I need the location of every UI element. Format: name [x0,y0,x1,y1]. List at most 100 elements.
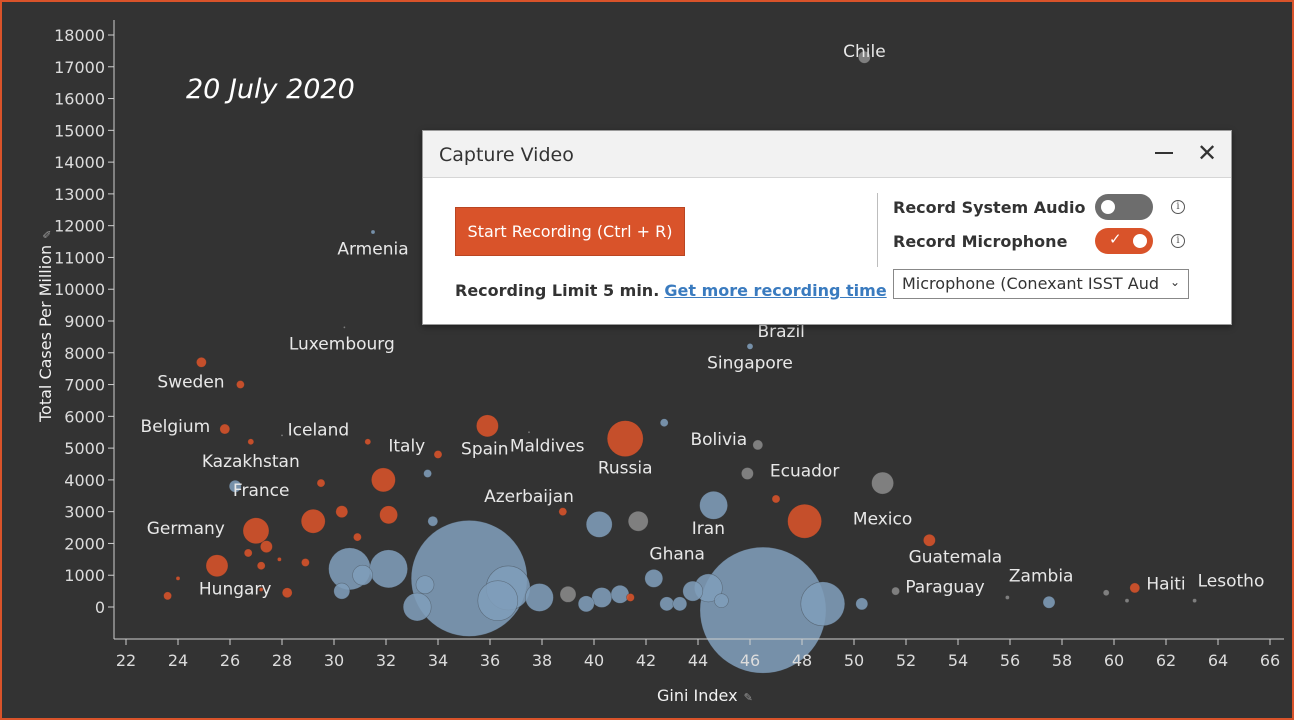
data-point [891,586,900,596]
x-tick-label: 50 [844,651,864,670]
country-label: Maldives [510,436,585,456]
pin-icon[interactable]: ✎ [743,691,753,704]
x-tick-label: 42 [636,651,656,670]
country-label: Singapore [707,354,793,374]
x-tick-label: 58 [1052,651,1072,670]
more-recording-time-link[interactable]: Get more recording time [664,281,887,300]
data-point [196,357,207,368]
y-axis-title-text: Total Cases Per Million [36,244,55,422]
data-point [659,418,669,427]
data-point [858,50,871,64]
data-point [855,597,869,611]
country-label: Luxembourg [289,335,395,355]
y-tick-label: 3000 [64,503,105,522]
date-annotation: 20 July 2020 [186,74,355,105]
x-tick-label: 32 [376,651,396,670]
info-icon[interactable]: i [1171,200,1185,214]
x-tick-label: 46 [740,651,760,670]
y-tick-label: 2000 [64,534,105,553]
record-microphone-label: Record Microphone [893,232,1068,251]
info-icon[interactable]: i [1171,234,1185,248]
y-tick-label: 17000 [54,58,105,77]
y-tick-label: 8000 [64,344,105,363]
data-point [699,491,728,520]
country-label: Bolivia [690,430,747,450]
data-point [364,438,372,446]
y-tick-label: 1000 [64,566,105,585]
recording-limit: Recording Limit 5 min. Get more recordin… [455,281,887,300]
x-axis-title-text: Gini Index [657,686,738,705]
x-tick-label: 44 [688,651,708,670]
bubbles-layer [163,50,1197,674]
minimize-icon[interactable] [1151,139,1179,167]
country-label: Sweden [157,373,224,393]
country-labels-layer: Chile Armenia Brazil Luxembourg Singapore Swe… [141,42,1265,599]
data-point [281,587,293,599]
start-recording-button[interactable]: Start Recording (Ctrl + R) [455,207,685,256]
country-label: Lesotho [1198,571,1265,591]
data-point [577,595,595,613]
data-point [333,582,351,600]
country-label: Haiti [1146,575,1185,595]
dialog-header: Capture Video ✕ [423,131,1231,178]
microphone-select-value: Microphone (Conexant ISST Aud [902,274,1160,293]
x-tick-label: 30 [324,651,344,670]
y-tick-label: 5000 [64,439,105,458]
axes-layer: 22 24 26 28 30 32 34 36 38 40 42 44 46 48 50 52 54 56 58 60… [54,20,1284,670]
data-point [353,532,362,542]
country-label: Brazil [757,322,804,342]
data-point [369,549,408,589]
y-axis-title[interactable]: Total Cases Per Million ✎ [36,230,55,422]
data-point [746,343,754,350]
y-tick-label: 0 [95,598,105,617]
data-point [771,494,781,504]
y-tick-label: 16000 [54,90,105,109]
country-label: Zambia [1009,567,1074,587]
data-point [1129,582,1141,594]
check-icon: ✓ [1109,230,1122,248]
data-point [163,591,172,601]
data-point [247,438,255,446]
data-point [256,561,266,570]
y-tick-label: 13000 [54,185,105,204]
record-system-audio-toggle[interactable] [1095,194,1153,220]
record-microphone-toggle[interactable]: ✓ [1095,228,1153,254]
data-point [175,576,181,581]
x-tick-label: 64 [1208,651,1228,670]
y-tick-label: 11000 [54,248,105,267]
data-point [423,469,432,478]
data-point [258,587,264,592]
data-point [1005,595,1010,600]
data-point [659,596,675,612]
y-tick-label: 18000 [54,26,105,45]
x-tick-label: 38 [532,651,552,670]
data-point [871,471,894,495]
microphone-select[interactable]: Microphone (Conexant ISST Aud ⌄ [893,269,1189,299]
x-tick-label: 60 [1104,651,1124,670]
data-point [1042,595,1056,609]
close-icon[interactable]: ✕ [1196,139,1218,167]
country-label: Ghana [649,544,705,564]
data-point [787,503,822,539]
data-point [714,593,729,608]
data-point [260,540,273,553]
x-tick-label: 24 [168,651,188,670]
recording-limit-text: Recording Limit 5 min. [455,281,660,300]
data-point [606,420,644,457]
y-tick-label: 14000 [54,153,105,172]
data-point [923,533,936,547]
x-tick-label: 26 [220,651,240,670]
pin-icon[interactable]: ✎ [41,229,54,239]
data-point [527,430,531,434]
data-point [370,229,376,235]
country-label: Chile [843,42,886,62]
x-axis-title[interactable]: Gini Index ✎ [657,686,753,705]
country-label: Hungary [199,579,272,599]
country-label: France [233,481,290,501]
data-point [277,557,282,562]
data-point [236,380,245,389]
country-label: Azerbaijan [484,487,574,507]
x-tick-label: 52 [896,651,916,670]
data-point [379,505,398,525]
